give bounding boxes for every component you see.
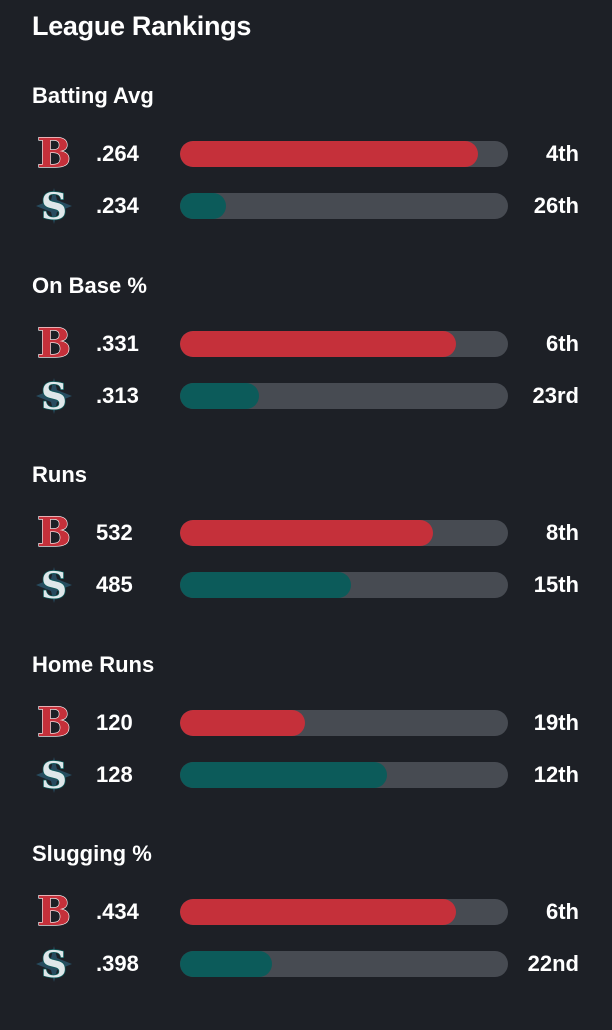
mariners-s-compass-icon: S: [34, 564, 74, 608]
ranking-bar-fill: [180, 572, 351, 598]
league-rank: 8th: [546, 520, 579, 545]
league-rank: 22nd: [527, 951, 579, 976]
team-stat-row: S .234 26th: [0, 185, 612, 229]
stat-value: .331: [96, 330, 139, 356]
ranking-bar-fill: [180, 520, 433, 546]
team-stat-row: B .331 6th: [0, 319, 612, 367]
stat-value: 532: [96, 520, 133, 545]
ranking-bar-track: [180, 141, 508, 167]
svg-text:S: S: [41, 944, 67, 984]
red-sox-b-icon: B: [34, 508, 74, 556]
category-label: Runs: [32, 462, 87, 487]
ranking-bar-track: [180, 709, 508, 736]
svg-text:S: S: [41, 755, 67, 795]
category-label: Slugging %: [32, 841, 152, 866]
ranking-bar-track: [180, 761, 508, 788]
mariners-s-compass-icon: S: [34, 943, 74, 987]
red-sox-b-icon: B: [34, 698, 74, 746]
team-stat-row: B 532 8th: [0, 508, 612, 556]
ranking-bar-fill: [180, 193, 226, 219]
stat-value: .264: [96, 141, 139, 166]
svg-text:S: S: [41, 565, 67, 605]
mariners-s-compass-icon: S: [34, 185, 74, 229]
ranking-bar-track: [180, 520, 508, 546]
svg-text:B: B: [37, 703, 71, 743]
category-section: Runs B 532 8th S 485 15th: [0, 461, 612, 651]
ranking-bar-track: [180, 330, 508, 357]
mariners-s-compass-icon: S: [34, 375, 74, 418]
team-stat-row: S .313 23rd: [0, 375, 612, 418]
ranking-bar-fill: [180, 761, 387, 788]
team-stat-row: B .264 4th: [0, 129, 612, 177]
svg-text:S: S: [41, 376, 67, 416]
category-section: On Base % B .331 6th S .313 23rd: [0, 272, 612, 462]
svg-text:S: S: [41, 186, 67, 226]
league-rank: 6th: [546, 899, 579, 924]
category-section: Batting Avg B .264 4th S .234 26th: [0, 82, 612, 272]
ranking-bar-fill: [180, 330, 456, 357]
league-rank: 4th: [546, 141, 579, 166]
stat-value: .234: [96, 193, 139, 218]
ranking-bar-track: [180, 951, 508, 977]
team-stat-row: S .398 22nd: [0, 943, 612, 987]
ranking-bar-fill: [180, 899, 456, 925]
category-section: Slugging % B .434 6th S .398 22nd: [0, 840, 612, 1030]
svg-text:B: B: [37, 134, 71, 174]
team-stat-row: B .434 6th: [0, 887, 612, 935]
team-stat-row: S 485 15th: [0, 564, 612, 608]
ranking-bar-fill: [180, 709, 305, 736]
ranking-bar-fill: [180, 951, 272, 977]
stat-value: .313: [96, 382, 139, 408]
category-label: On Base %: [32, 272, 147, 298]
team-stat-row: S 128 12th: [0, 754, 612, 797]
stat-value: 485: [96, 572, 133, 597]
league-rank: 19th: [533, 709, 579, 735]
category-label: Home Runs: [32, 651, 155, 677]
svg-text:B: B: [37, 513, 71, 553]
category-section: Home Runs B 120 19th S 128 12th: [0, 651, 612, 841]
red-sox-b-icon: B: [34, 319, 74, 367]
league-rank: 12th: [533, 761, 579, 787]
ranking-bar-fill: [180, 141, 479, 167]
mariners-s-compass-icon: S: [34, 754, 74, 797]
league-rank: 15th: [533, 572, 579, 597]
stat-value: .398: [96, 951, 139, 976]
stat-value: 128: [96, 761, 133, 787]
team-stat-row: B 120 19th: [0, 698, 612, 746]
ranking-bar-track: [180, 382, 508, 409]
ranking-bar-track: [180, 899, 508, 925]
page-title: League Rankings: [32, 11, 252, 41]
stat-value: .434: [96, 899, 139, 924]
stat-value: 120: [96, 709, 133, 735]
svg-text:B: B: [37, 324, 71, 364]
ranking-bar-fill: [180, 382, 259, 409]
category-label: Batting Avg: [32, 83, 154, 108]
red-sox-b-icon: B: [34, 129, 74, 177]
league-rank: 6th: [546, 330, 579, 356]
red-sox-b-icon: B: [34, 887, 74, 935]
league-rank: 23rd: [532, 382, 579, 408]
ranking-bar-track: [180, 193, 508, 219]
ranking-bar-track: [180, 572, 508, 598]
league-rank: 26th: [533, 193, 579, 218]
svg-text:B: B: [37, 892, 71, 932]
